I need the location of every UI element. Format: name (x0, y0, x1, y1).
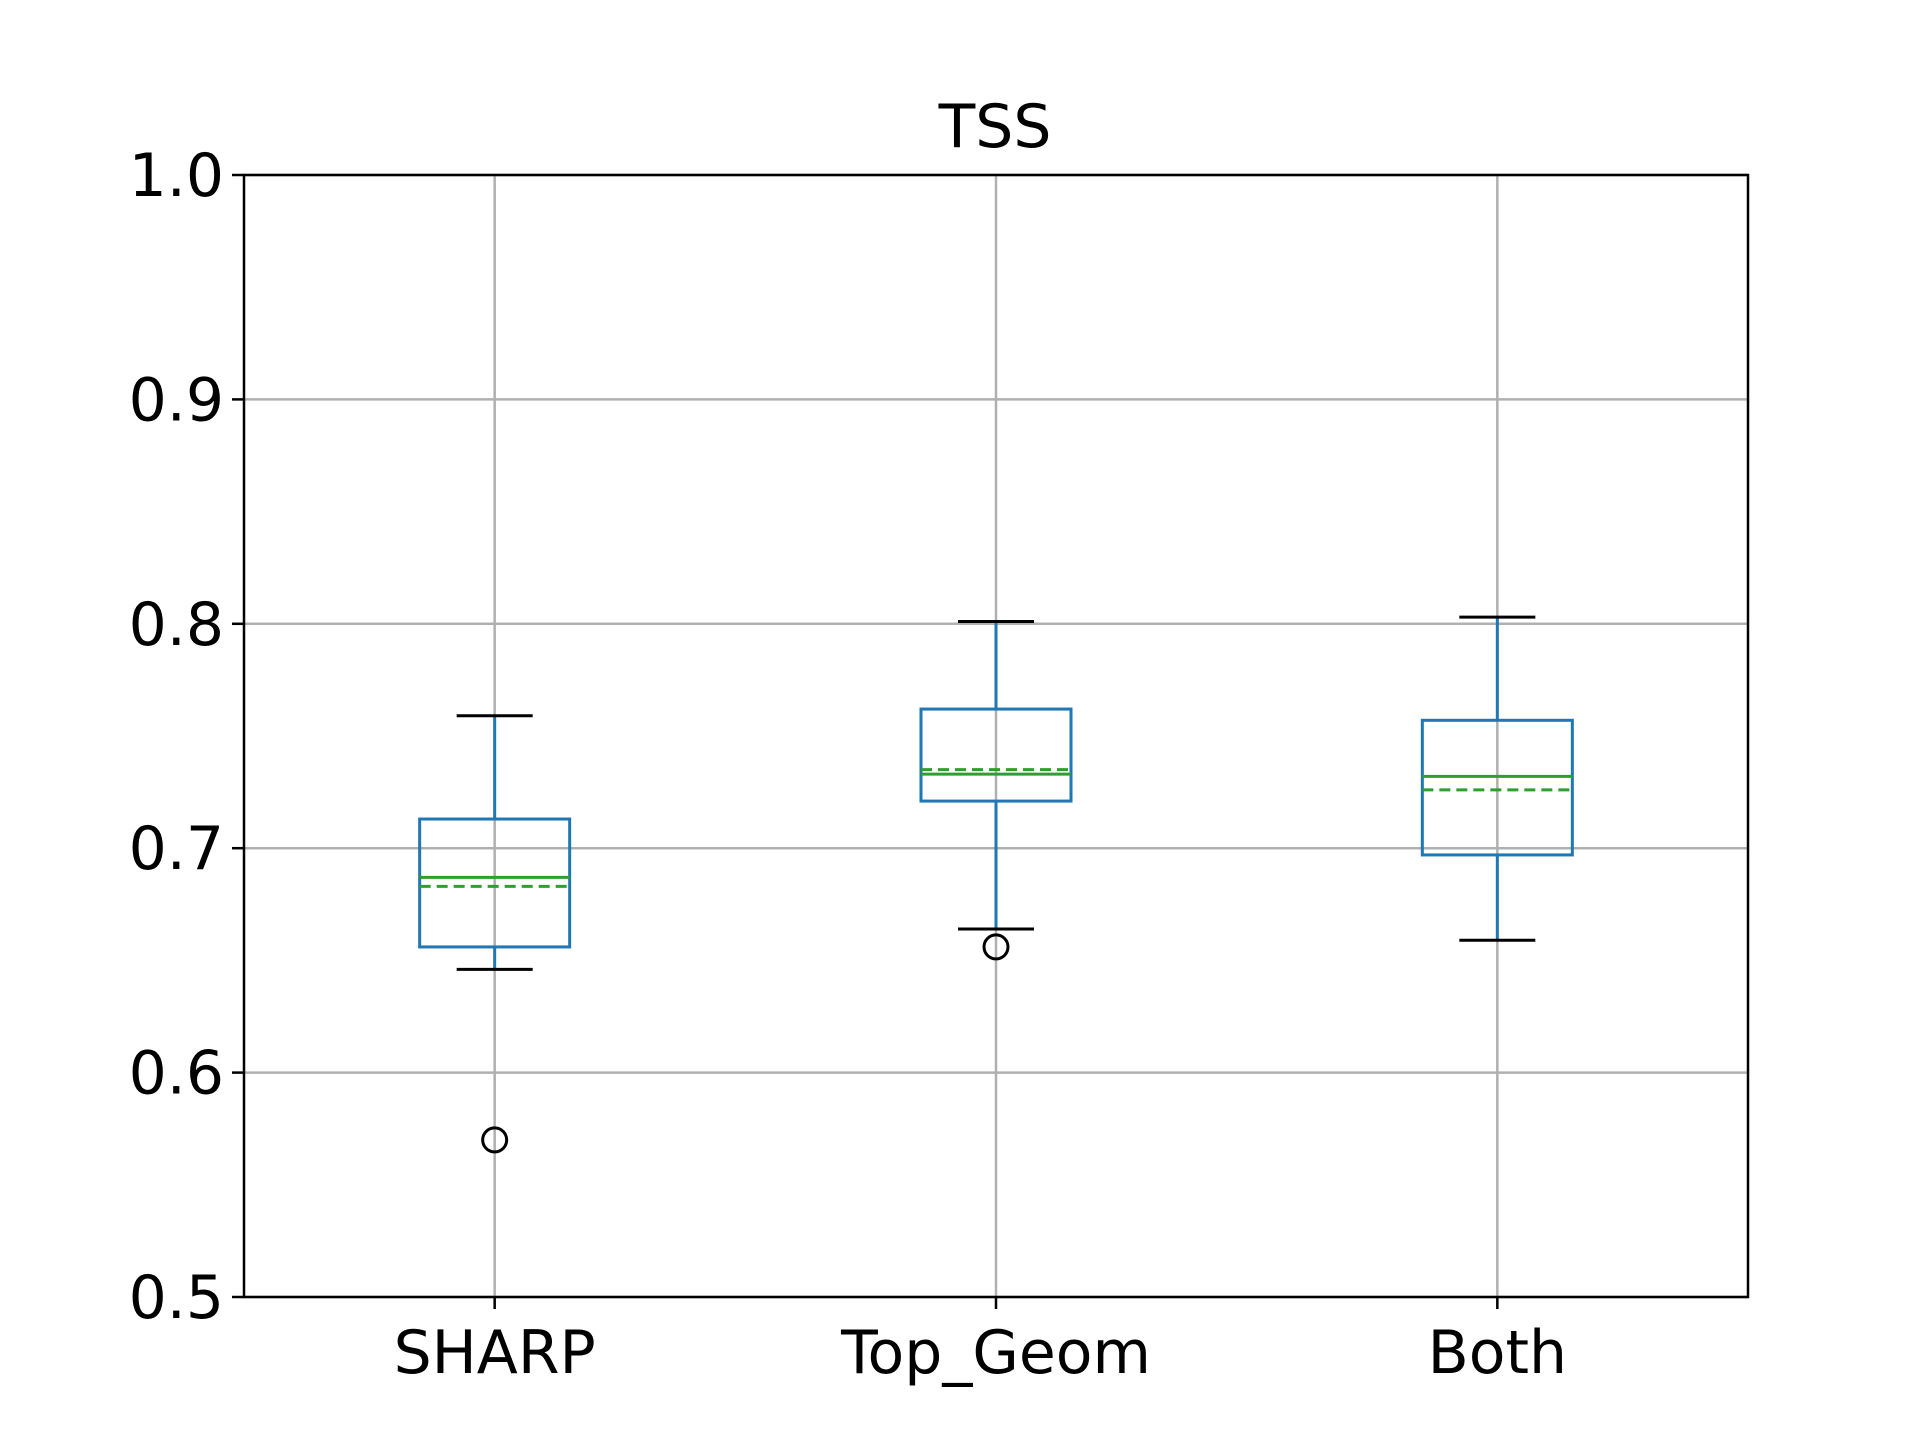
y-tick-label: 0.5 (129, 1263, 224, 1333)
iqr-box (418, 817, 572, 949)
y-tick-label: 0.9 (129, 365, 224, 435)
y-tick-label: 0.7 (129, 814, 224, 884)
y-tick-label: 1.0 (129, 141, 224, 211)
box-group-top-geom (919, 620, 1073, 961)
box-group-both (1420, 615, 1574, 942)
chart-title: TSS (938, 92, 1052, 162)
box-group-sharp (418, 714, 572, 1154)
box-plot-series (418, 615, 1574, 1154)
x-tick-label: Both (1428, 1318, 1567, 1388)
outlier-point (481, 1126, 509, 1154)
x-tick-label: SHARP (394, 1318, 596, 1388)
iqr-box (919, 707, 1073, 803)
y-tick-label: 0.6 (129, 1039, 224, 1109)
iqr-box (1420, 718, 1574, 857)
x-tick-label: Top_Geom (840, 1318, 1151, 1388)
outlier-point (982, 933, 1010, 961)
axis-ticks: 0.5 0.6 0.7 0.8 0.9 1.0 SHARP Top_Geom Both (129, 141, 1567, 1388)
y-tick-label: 0.8 (129, 590, 224, 660)
